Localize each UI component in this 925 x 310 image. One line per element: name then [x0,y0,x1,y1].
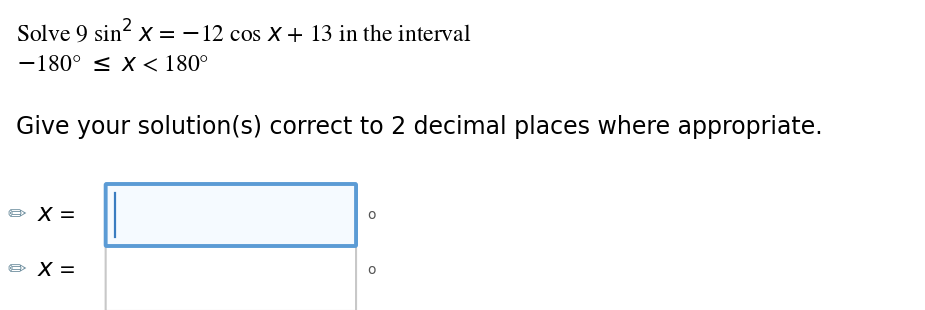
Text: ✏: ✏ [7,205,26,225]
Text: Give your solution(s) correct to 2 decimal places where appropriate.: Give your solution(s) correct to 2 decim… [16,115,822,139]
Text: $x$ =: $x$ = [37,204,76,226]
Text: Solve 9 sin$^2$ $x$ = $-$12 cos $x$ + 13 in the interval: Solve 9 sin$^2$ $x$ = $-$12 cos $x$ + 13… [16,18,472,46]
Text: $-$180° $\leq$ $x$ < 180°: $-$180° $\leq$ $x$ < 180° [16,55,209,76]
Text: ✏: ✏ [7,260,26,280]
FancyBboxPatch shape [105,184,356,246]
FancyBboxPatch shape [105,244,356,310]
Text: $x$ =: $x$ = [37,259,76,281]
Text: o: o [367,208,376,222]
Text: o: o [367,263,376,277]
